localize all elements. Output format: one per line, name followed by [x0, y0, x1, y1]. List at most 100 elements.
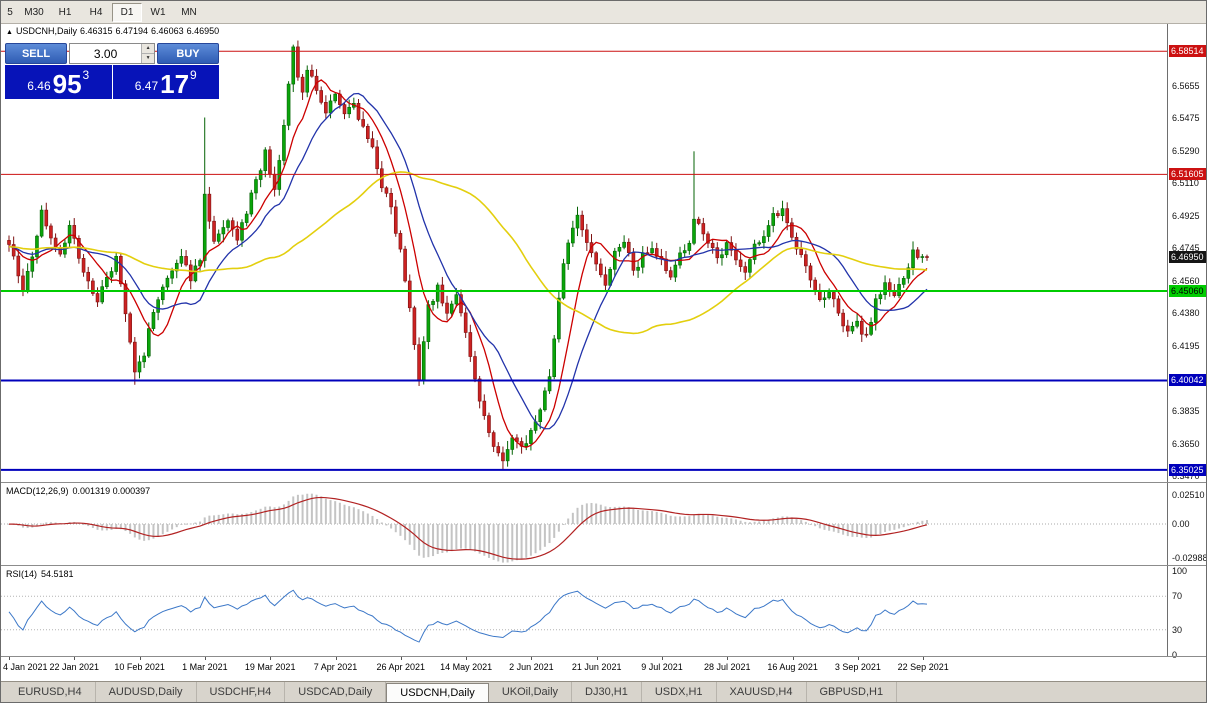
pane-separator[interactable] [1, 482, 1206, 483]
time-axis-label: 22 Jan 2021 [49, 662, 100, 672]
time-axis-tick [923, 657, 925, 660]
sell-price-prefix: 6.46 [27, 79, 51, 93]
chart-tab-usdcad[interactable]: USDCAD,Daily [285, 682, 387, 702]
price-axis-label: 6.5290 [1172, 146, 1200, 157]
chart-tab-usdchf[interactable]: USDCHF,H4 [197, 682, 286, 702]
price-axis-label: 6.4745 [1172, 243, 1200, 254]
time-axis-label: 9 Jul 2021 [641, 662, 683, 672]
time-axis-tick [270, 657, 272, 660]
timeframe-button-h4[interactable]: H4 [89, 6, 103, 18]
time-axis-label: 22 Sep 2021 [897, 662, 949, 672]
chart-tab-xauusd[interactable]: XAUUSD,H4 [717, 682, 807, 702]
macd-values: 0.001319 0.000397 [72, 486, 151, 496]
ohlc-open: 6.46315 [79, 26, 113, 36]
chart-tab-ukoil[interactable]: UKOil,Daily [489, 682, 573, 702]
time-axis-label: 14 May 2021 [440, 662, 493, 672]
rsi-axis-label: 0 [1172, 650, 1178, 660]
one-click-collapse-icon[interactable]: ▲ [6, 29, 13, 36]
chart-tab-eurusd[interactable]: EURUSD,H4 [5, 682, 96, 702]
ma-line-50 [8, 171, 928, 335]
price-axis-label: 6.5475 [1172, 113, 1200, 124]
price-axis[interactable]: 6.5655 6.5475 6.5290 6.5110 6.4925 6.4745 6.45… [1167, 23, 1207, 660]
price-level-badge: 6.35025 [1169, 463, 1206, 476]
time-axis-tick [531, 657, 533, 660]
time-axis[interactable]: 4 Jan 2021 22 Jan 2021 10 Feb 2021 1 Mar 20… [1, 657, 1167, 681]
time-axis-tick [466, 657, 468, 660]
price-axis-label: 6.5110 [1172, 178, 1199, 189]
price-axis-label: 6.5655 [1172, 81, 1200, 92]
timeframe-button-h1[interactable]: H1 [58, 6, 72, 18]
time-axis-label: 1 Mar 2021 [182, 662, 228, 672]
time-axis-tick [9, 657, 10, 660]
timeframe-toolbar: 5 M30 H1 H4 D1 W1 MN [1, 1, 1206, 24]
price-axis-label: 6.4560 [1172, 276, 1200, 287]
rsi-label: RSI(14) 54.5181 [6, 569, 78, 579]
rsi-axis-label: 70 [1172, 591, 1183, 602]
sell-button[interactable]: SELL [5, 43, 67, 64]
volume-input[interactable] [70, 44, 142, 63]
rsi-name: RSI(14) [6, 569, 38, 579]
macd-name: MACD(12,26,9) [6, 486, 69, 496]
timeframe-button-w1[interactable]: W1 [150, 6, 166, 18]
time-axis-label: 4 Jan 2021 [3, 662, 48, 672]
time-axis-tick [74, 657, 76, 660]
price-level-badge: 6.58514 [1169, 45, 1206, 58]
sell-price-pips: 95 [52, 69, 82, 99]
timeframe-button-mn[interactable]: MN [181, 6, 197, 18]
macd-axis-label: 0.00 [1172, 519, 1190, 529]
rsi-axis-label: 30 [1172, 624, 1183, 635]
time-axis-label: 2 Jun 2021 [509, 662, 554, 672]
chart-tab-gbpusd[interactable]: GBPUSD,H1 [807, 682, 898, 702]
rsi-axis-label: 100 [1172, 566, 1188, 576]
ohlc-low: 6.46063 [151, 26, 184, 36]
rsi-value: 54.5181 [41, 569, 74, 579]
timeframe-button-m30[interactable]: M30 [24, 6, 44, 18]
time-axis-tick [792, 657, 794, 660]
pane-separator[interactable] [1, 565, 1206, 566]
price-axis-label: 6.4195 [1172, 341, 1200, 352]
time-axis-tick [727, 657, 729, 660]
price-level-badge: 6.46950 [1169, 251, 1206, 264]
volume-decrease-button[interactable]: ▼ [142, 54, 154, 63]
macd-signal-line [8, 496, 928, 560]
time-axis-label: 16 Aug 2021 [767, 662, 818, 672]
time-axis-label: 19 Mar 2021 [244, 662, 296, 672]
chart-tab-usdcnh[interactable]: USDCNH,Daily [386, 683, 489, 702]
macd-axis-label: -0.02988 [1172, 553, 1207, 564]
price-level-badge: 6.51605 [1169, 168, 1206, 181]
sell-price-point: 3 [82, 68, 90, 82]
rsi-line [8, 589, 928, 643]
volume-spinner: ▲ ▼ [141, 44, 154, 63]
price-level-badge: 6.40042 [1169, 374, 1206, 387]
timeframe-button-d1[interactable]: D1 [112, 2, 142, 22]
candlesticks [7, 40, 929, 470]
buy-button[interactable]: BUY [157, 43, 219, 64]
macd-histogram [8, 493, 928, 563]
price-level-badge: 6.45060 [1169, 285, 1206, 298]
chart-tab-usdx[interactable]: USDX,H1 [642, 682, 717, 702]
chart-symbol-period: USDCNH,Daily [15, 26, 77, 36]
chart-canvas[interactable] [1, 1, 1167, 657]
time-axis-label: 7 Apr 2021 [313, 662, 358, 672]
time-axis-label: 3 Sep 2021 [834, 662, 881, 672]
chart-tab-dj30[interactable]: DJ30,H1 [572, 682, 642, 702]
time-axis-tick [662, 657, 663, 660]
ohlc-close: 6.46950 [186, 26, 220, 36]
pane-separator [1, 656, 1206, 657]
sell-price-box[interactable]: 6.46 95 3 [5, 65, 112, 99]
price-axis-label: 6.4380 [1172, 308, 1200, 319]
buy-price-point: 9 [190, 68, 197, 82]
volume-increase-button[interactable]: ▲ [142, 44, 154, 54]
one-click-trading-panel: SELL ▲ ▼ BUY 6.46 95 3 6.47 17 9 [5, 43, 219, 99]
ohlc-high: 6.47194 [115, 26, 149, 36]
chart-tab-audusd[interactable]: AUDUSD,Daily [96, 682, 197, 702]
price-axis-label: 6.4925 [1172, 211, 1200, 222]
time-axis-tick [335, 657, 337, 660]
macd-axis-label: 0.02510 [1172, 490, 1205, 501]
timeframe-button-5[interactable]: 5 [7, 6, 13, 18]
time-axis-tick [139, 657, 141, 660]
time-axis-label: 21 Jun 2021 [571, 662, 622, 672]
buy-price-box[interactable]: 6.47 17 9 [112, 65, 219, 99]
time-axis-label: 28 Jul 2021 [704, 662, 751, 672]
